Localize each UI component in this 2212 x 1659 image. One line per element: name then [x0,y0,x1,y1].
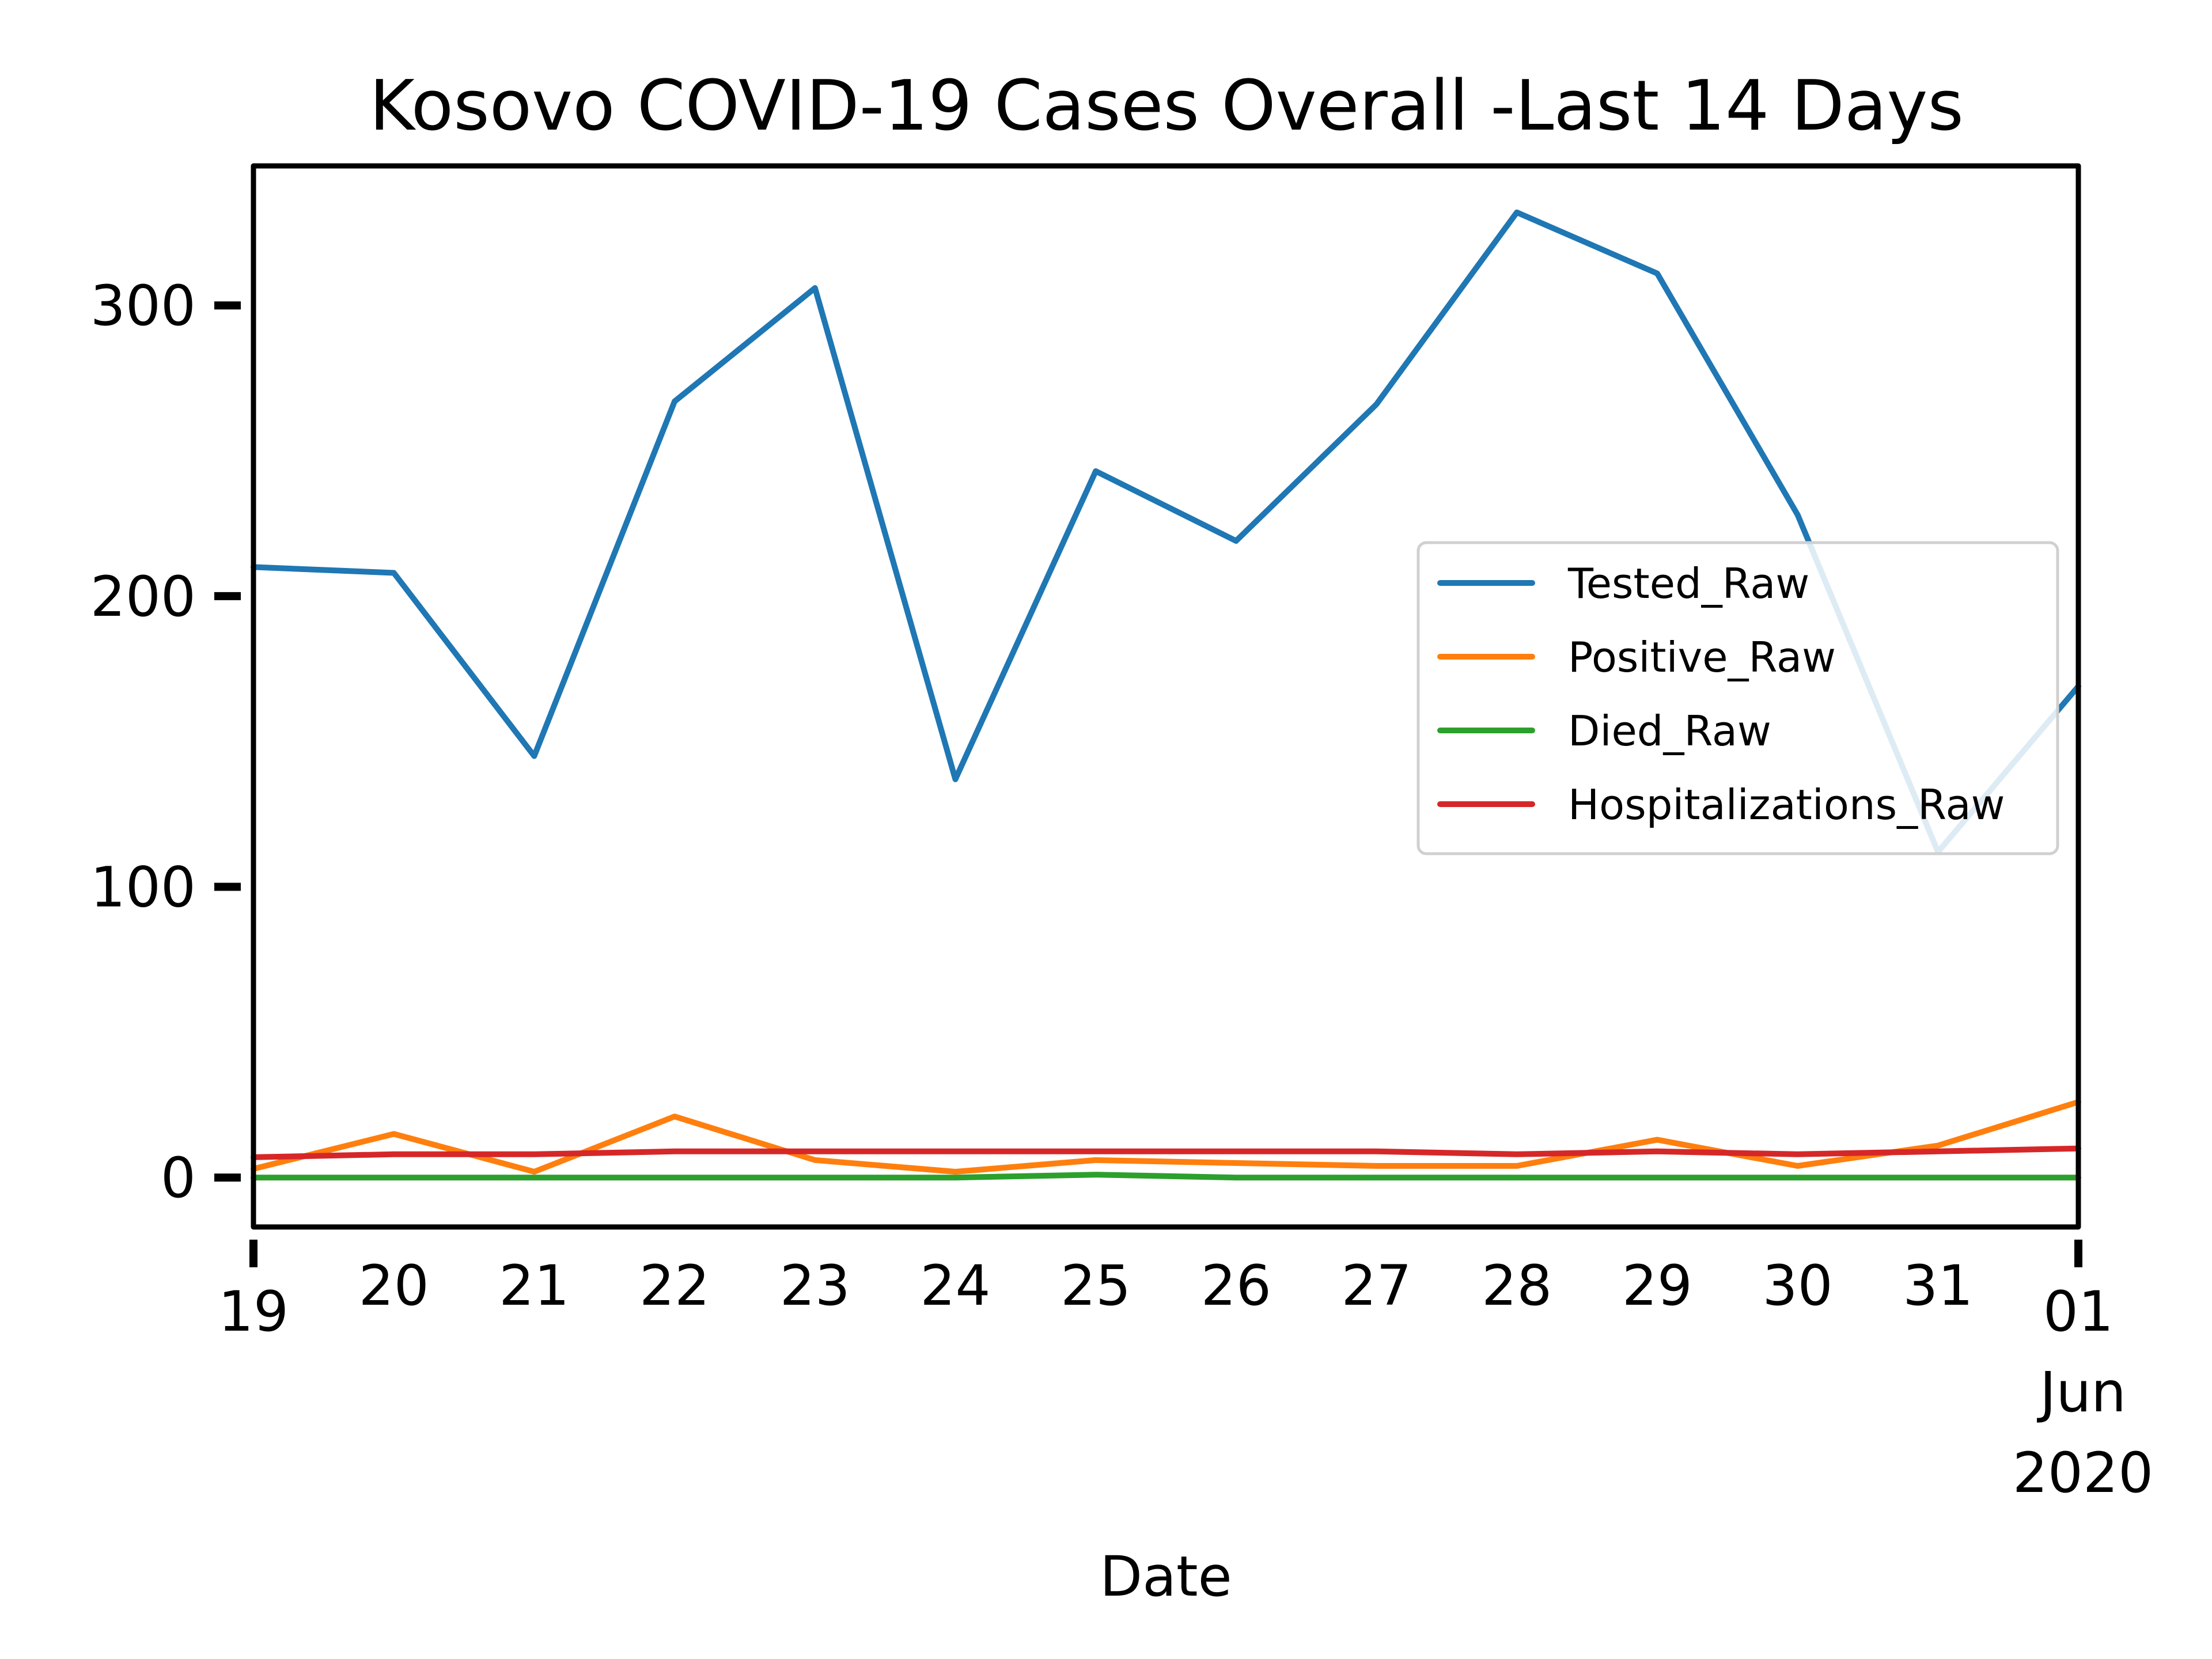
x-tick-label-24: 24 [920,1253,990,1318]
x-tick-label-20: 20 [359,1253,429,1318]
x-tick-label-21: 21 [499,1253,569,1318]
y-axis: 0 100 200 300 [90,274,241,1210]
legend-items: Tested_Raw Positive_Raw Died_Raw Hospitaliz… [1437,559,2005,829]
series-line-Died_Raw [251,1172,2081,1181]
y-tick-label-300: 300 [90,274,196,338]
x-tick-label-25: 25 [1060,1253,1131,1318]
x-axis: 19 20 21 22 23 24 25 26 27 28 29 30 31 01 Jun 2020 [218,1240,2153,1505]
chart-title: Kosovo COVID-19 Cases Overall -Last 14 D… [369,66,1964,146]
x-tick-label-26: 26 [1201,1253,1271,1318]
x-tick-sublabel-2020: 2020 [2013,1441,2153,1505]
x-tick-label-29: 29 [1622,1253,1692,1318]
y-tick-label-100: 100 [90,855,196,920]
x-tick-label-28: 28 [1482,1253,1552,1318]
x-tick-label-01: 01 [2043,1279,2113,1344]
series-Died_Raw [251,1172,2081,1181]
legend-label-Positive_Raw: Positive_Raw [1568,633,1836,681]
y-tick-label-200: 200 [90,565,196,629]
x-tick-label-31: 31 [1903,1253,1973,1318]
y-tick-label-0: 0 [161,1146,196,1210]
legend: Tested_Raw Positive_Raw Died_Raw Hospitaliz… [1416,541,2059,855]
series-Hospitalizations_Raw [251,1145,2081,1160]
series-Tested_Raw [251,209,2081,855]
x-tick-label-23: 23 [780,1253,850,1318]
series-line-Hospitalizations_Raw [251,1145,2081,1160]
x-tick-sublabel-Jun: Jun [2037,1360,2126,1425]
legend-box [1416,541,2059,855]
x-axis-label: Date [1100,1544,1232,1609]
legend-item-Hospitalizations_Raw: Hospitalizations_Raw [1437,781,2005,829]
series-Positive_Raw [251,1099,2081,1175]
x-tick-label-19: 19 [218,1279,289,1344]
legend-item-Died_Raw: Died_Raw [1437,707,1771,755]
series-line-Tested_Raw [251,209,2081,855]
series-layer [251,209,2081,1181]
legend-label-Tested_Raw: Tested_Raw [1567,559,1809,608]
x-tick-label-22: 22 [639,1253,710,1318]
legend-item-Tested_Raw: Tested_Raw [1437,559,1809,608]
legend-label-Died_Raw: Died_Raw [1568,707,1771,755]
x-tick-label-30: 30 [1763,1253,1833,1318]
plot-frame [251,163,2081,1230]
series-line-Positive_Raw [251,1099,2081,1175]
x-tick-label-27: 27 [1341,1253,1411,1318]
legend-label-Hospitalizations_Raw: Hospitalizations_Raw [1568,781,2005,829]
legend-item-Positive_Raw: Positive_Raw [1437,633,1836,681]
